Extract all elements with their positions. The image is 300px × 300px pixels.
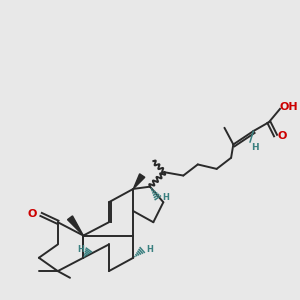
Text: H: H: [162, 193, 169, 202]
Text: O: O: [278, 130, 287, 141]
Text: H: H: [250, 143, 258, 152]
Text: H: H: [78, 245, 85, 254]
Text: OH: OH: [280, 102, 298, 112]
Polygon shape: [68, 216, 83, 236]
Text: O: O: [28, 209, 37, 219]
Text: H: H: [147, 245, 153, 254]
Polygon shape: [133, 174, 145, 189]
